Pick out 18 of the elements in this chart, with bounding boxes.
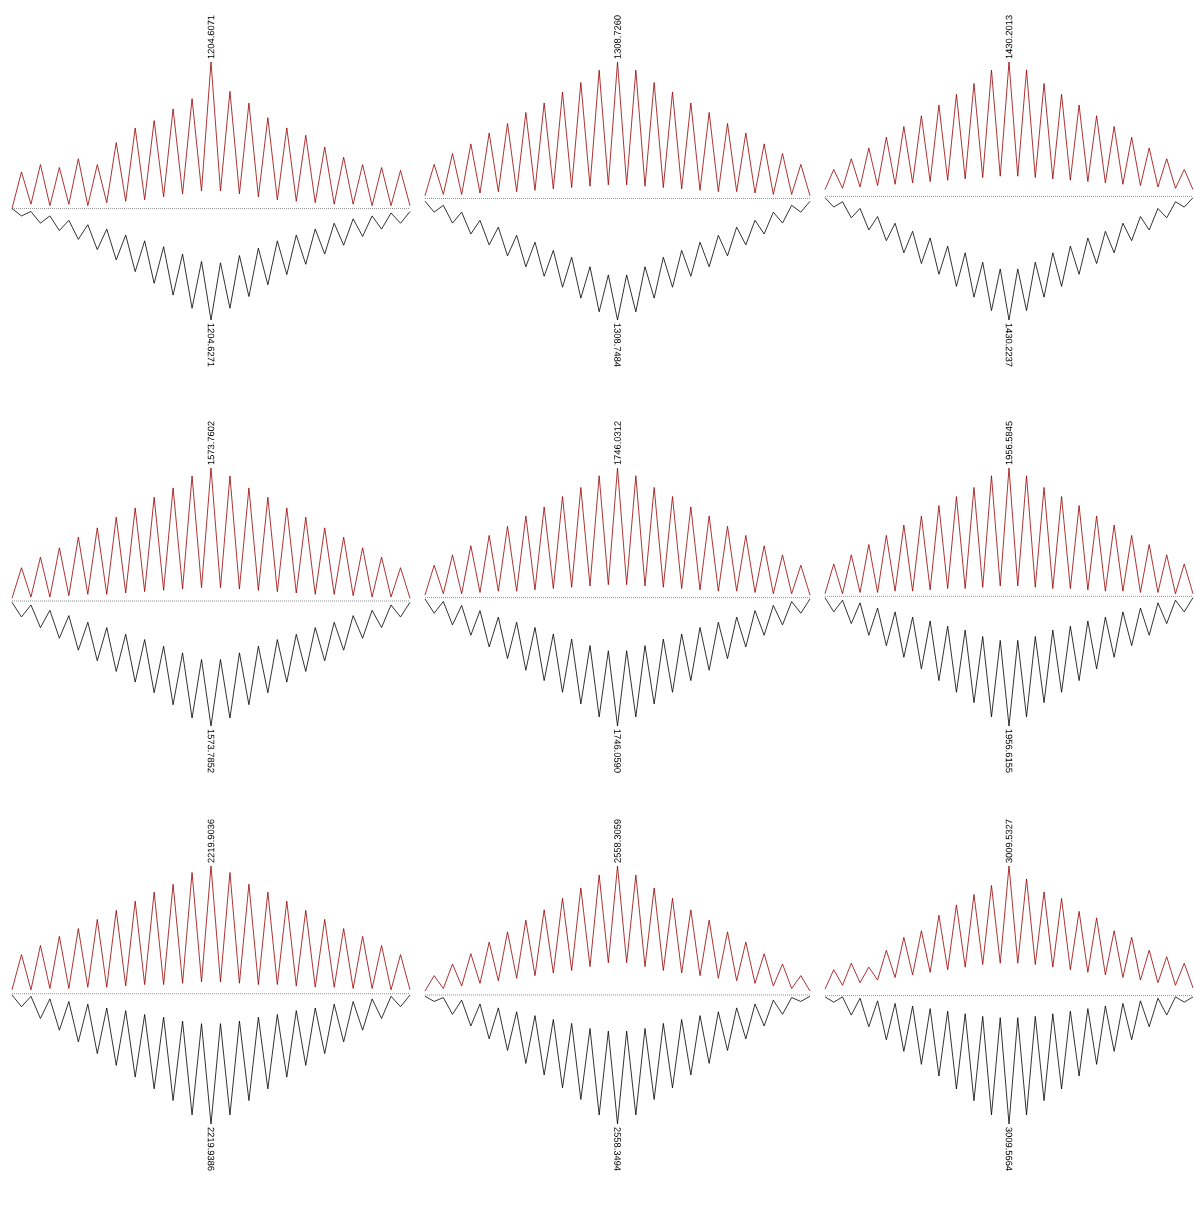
annotation: 1308.7260 xyxy=(614,15,621,59)
annotation: 1430.2013 xyxy=(1005,15,1013,59)
annotation: 2558.3494 xyxy=(614,1127,621,1171)
annotation: 1430.2237 xyxy=(1005,323,1013,367)
annotation: 1573.7602 xyxy=(207,421,215,465)
annotation: 1308.7484 xyxy=(614,323,621,367)
annotation: 2219.9036 xyxy=(207,819,215,863)
annotation: 1746.0312 xyxy=(614,421,621,465)
annotation: 1204.6071 xyxy=(207,15,215,59)
annotation: 1573.7852 xyxy=(207,729,215,773)
annotation: 3009.5327 xyxy=(1005,819,1013,863)
annotation: 2558.3059 xyxy=(614,819,621,863)
annotation: 1956.5845 xyxy=(1005,421,1013,465)
annotation: 1746.0590 xyxy=(614,729,621,773)
annotation: 3009.5664 xyxy=(1005,1127,1013,1171)
annotation: 1956.6155 xyxy=(1005,729,1013,773)
annotation: 1204.6271 xyxy=(207,323,215,367)
annotation: 2219.9386 xyxy=(207,1127,215,1171)
